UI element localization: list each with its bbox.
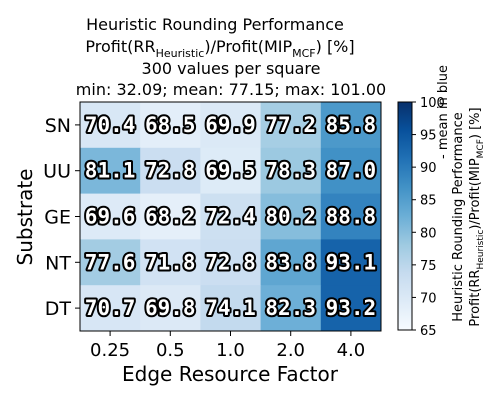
- y-tick-label: NT: [45, 252, 71, 274]
- heatmap-cell: [320, 102, 382, 149]
- heatmap-cell-value: 81.1: [85, 159, 136, 183]
- title-line-4: min: 32.09; mean: 77.15; max: 101.00: [76, 80, 386, 99]
- heatmap-cell: [140, 239, 201, 286]
- y-tick-label: DT: [45, 298, 72, 320]
- x-tick-label: 0.5: [156, 340, 185, 361]
- heatmap-cell: [320, 193, 382, 240]
- colorbar: [397, 101, 413, 331]
- heatmap-cell-value: 68.2: [145, 205, 196, 229]
- heatmap-cell: [200, 193, 262, 240]
- heatmap-cell: [200, 102, 262, 149]
- colorbar-tick-label: 90: [420, 161, 437, 176]
- heatmap-cells: [80, 102, 382, 332]
- x-tick-label: 0.25: [90, 340, 130, 361]
- heatmap-cell-value: 69.6: [85, 205, 136, 229]
- colorbar-tick-label: 85: [420, 194, 437, 209]
- heatmap-cell: [260, 102, 322, 149]
- heatmap-cell-value: 69.5: [205, 159, 256, 183]
- heatmap-cell-value: 77.6: [85, 250, 136, 274]
- heatmap-cell: [320, 147, 382, 195]
- heatmap-cell-value: 83.8: [265, 250, 316, 274]
- x-tick-label: 1.0: [216, 340, 245, 361]
- heatmap-cell: [260, 147, 322, 195]
- heatmap-cell: [80, 285, 141, 332]
- chart-title: Heuristic Rounding Performance Profit(RR…: [76, 15, 386, 99]
- colorbar-tick-label: 65: [420, 324, 437, 339]
- colorbar-tick-label: 80: [420, 226, 437, 241]
- heatmap-cell-value: 93.2: [326, 296, 377, 320]
- colorbar-label-suffix: - mean in blue: [436, 65, 451, 159]
- heatmap-cell: [140, 193, 201, 240]
- heatmap-cell: [200, 147, 262, 195]
- colorbar-label-line-1: Heuristic Rounding Performance: [451, 112, 466, 321]
- title-line-1: Heuristic Rounding Performance: [86, 15, 344, 34]
- x-tick-label: 4.0: [337, 340, 366, 361]
- heatmap-cell-value: 72.4: [205, 205, 256, 229]
- heatmap-cell-value: 70.7: [85, 296, 136, 320]
- heatmap-cell-value: 69.9: [205, 113, 256, 137]
- heatmap-cell-value: 72.8: [205, 250, 256, 274]
- heatmap-cell: [140, 285, 201, 332]
- colorbar-tick-label: 75: [420, 259, 437, 274]
- colorbar-ticks: 65 70 75 80 85 90 95 100: [412, 96, 445, 339]
- heatmap-cell: [260, 193, 322, 240]
- colorbar-tick-label: 70: [420, 291, 437, 306]
- heatmap-cell: [140, 147, 201, 195]
- heatmap-cell-value: 78.3: [265, 159, 316, 183]
- heatmap-cell: [80, 193, 141, 240]
- heatmap-cell-value: 88.8: [326, 205, 377, 229]
- title-line-2: Profit(RRHeuristic)/Profit(MIPMCF) [%]: [85, 37, 354, 60]
- y-tick-label: UU: [43, 161, 71, 183]
- heatmap-cell: [80, 239, 141, 286]
- colorbar-tick-label: 95: [420, 129, 437, 144]
- title-line-3: 300 values per square: [142, 59, 321, 78]
- heatmap-cell-value: 93.1: [326, 250, 377, 274]
- heatmap-cell: [200, 239, 262, 286]
- heatmap-cell-value: 77.2: [265, 113, 316, 137]
- heatmap-cell-value: 68.5: [145, 113, 196, 137]
- heatmap-cell-labels: 70.4 68.5 69.9 77.2 85.8 81.1 72.8 69.5 78.3 87.0…: [83, 111, 378, 322]
- heatmap-cell: [260, 285, 322, 332]
- heatmap-cell-value: 69.8: [145, 296, 196, 320]
- heatmap-cell: [260, 239, 322, 286]
- heatmap-cell: [80, 147, 141, 195]
- colorbar-label: Heuristic Rounding Performance - mean in…: [436, 65, 486, 327]
- heatmap-cell-value: 70.4: [85, 113, 136, 137]
- heatmap-cell: [140, 102, 201, 149]
- heatmap-cell-value: 74.1: [205, 296, 256, 320]
- heatmap-cell: [320, 239, 382, 286]
- heatmap-cell-value: 82.3: [265, 296, 316, 320]
- colorbar-label-line-2: Profit(RRHeuristic)/Profit(MIPMCF) [%]: [468, 107, 486, 326]
- heatmap-cell: [200, 285, 262, 332]
- colorbar-tick-label: 100: [420, 96, 445, 111]
- heatmap-cell: [320, 285, 382, 332]
- heatmap-cell-value: 80.2: [265, 205, 316, 229]
- heatmap-cell-value: 71.8: [145, 250, 196, 274]
- heatmap-cell: [80, 102, 141, 149]
- y-tick-label: GE: [44, 207, 71, 229]
- heatmap-cell-value: 85.8: [326, 113, 377, 137]
- x-axis-label: Edge Resource Factor: [122, 362, 339, 386]
- heatmap-cell-value: 72.8: [145, 159, 196, 183]
- y-tick-label: SN: [45, 115, 71, 137]
- y-axis-ticks: SN UU GE NT DT: [43, 115, 80, 320]
- x-axis-ticks: 0.25 0.5 1.0 2.0 4.0: [90, 331, 365, 361]
- y-axis-label: Substrate: [13, 169, 37, 266]
- x-tick-label: 2.0: [276, 340, 305, 361]
- heatmap-cell-value: 87.0: [326, 159, 377, 183]
